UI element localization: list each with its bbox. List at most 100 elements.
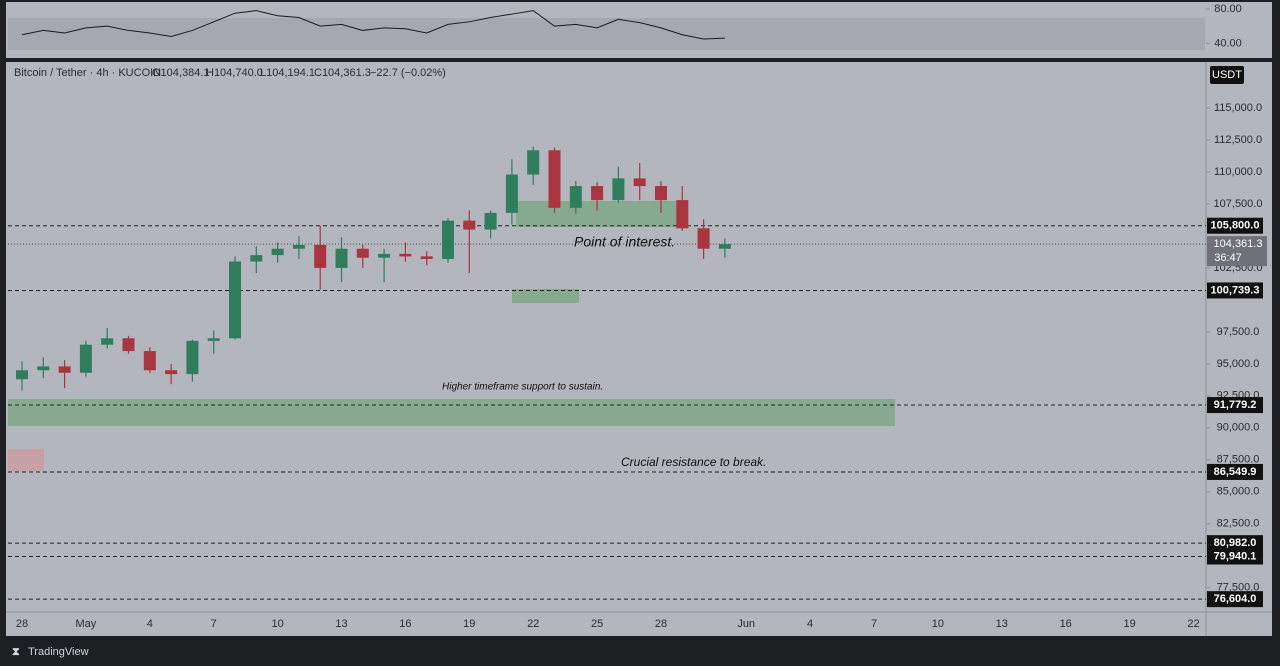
rsi-line (21, 10, 725, 40)
currency: USDT (1212, 69, 1242, 81)
x-tick-label: 28 (16, 618, 28, 630)
y-tick-label: 95,000.0 (1217, 358, 1260, 370)
x-tick-label: 22 (527, 618, 539, 630)
candle-body (58, 366, 71, 373)
candle-body (697, 228, 710, 249)
zone (8, 449, 44, 471)
annotation: Higher timeframe support to sustain. (442, 382, 603, 393)
y-tick-label: 115,000.0 (1214, 102, 1262, 114)
x-tick-label: 13 (996, 618, 1008, 630)
symbol: Bitcoin / Tether · 4h · KUCOIN (14, 67, 161, 79)
x-tick-label: May (76, 618, 97, 630)
x-tick-label: Jun (737, 618, 755, 630)
brand-logo: ⧗ (12, 646, 20, 658)
ohlc: C104,361.3 (314, 67, 371, 79)
rsi-band (8, 18, 1205, 50)
level-label: 105,800.0 (1211, 220, 1260, 232)
level-box (1207, 548, 1263, 565)
rsi-tick-label: 40.00 (1214, 37, 1242, 49)
candle-body (676, 200, 689, 229)
candle-body (335, 248, 348, 268)
level-box (1207, 397, 1263, 414)
candle-body (356, 248, 369, 258)
candle-body (165, 370, 178, 375)
candle-body (399, 253, 412, 257)
candle-body (612, 178, 625, 201)
x-tick-label: 22 (1187, 618, 1199, 630)
annotation: Crucial resistance to break. (621, 455, 766, 469)
candle-body (527, 150, 540, 175)
candle-body (633, 178, 646, 187)
candle-body (569, 186, 582, 208)
y-tick-label: 87,500.0 (1217, 454, 1260, 466)
candle-body (314, 244, 327, 268)
plot: 115,000.0112,500.0110,000.0107,500.0102,… (8, 3, 1267, 630)
zone (516, 201, 682, 227)
x-tick-label: 19 (463, 618, 475, 630)
x-tick-label: 4 (147, 618, 153, 630)
level-label: 79,940.1 (1214, 550, 1257, 562)
y-tick-label: 107,500.0 (1214, 198, 1263, 210)
candle-body (292, 244, 305, 249)
level-box (1207, 591, 1263, 608)
level-box (1207, 535, 1263, 552)
candle-body (79, 344, 92, 373)
ohlc: H104,740.0 (206, 67, 263, 79)
candle-body (250, 255, 263, 262)
y-tick-label: 77,500.0 (1217, 582, 1260, 594)
candle-body (122, 338, 135, 352)
y-tick-label: 97,500.0 (1217, 326, 1260, 338)
candle-body (655, 186, 667, 201)
candle-body (718, 244, 731, 249)
candle-body (442, 220, 454, 259)
x-tick-label: 4 (807, 618, 813, 630)
x-tick-label: 10 (271, 618, 283, 630)
candle-body (16, 370, 28, 380)
candle-body (186, 340, 199, 375)
x-tick-label: 28 (655, 618, 667, 630)
candle-body (37, 366, 50, 371)
last-price-box (1207, 236, 1267, 267)
y-tick-label: 110,000.0 (1214, 166, 1262, 178)
level-label: 76,604.0 (1214, 593, 1257, 605)
x-tick-label: 10 (932, 618, 944, 630)
candle-body (271, 248, 284, 256)
brand: TradingView (28, 646, 89, 658)
last-price-label: 104,361.3 (1214, 238, 1263, 250)
level-label: 100,739.3 (1211, 284, 1260, 296)
candle-body (143, 351, 156, 371)
level-label: 80,982.0 (1214, 537, 1257, 549)
level-box (1207, 217, 1263, 234)
y-tick-label: 112,500.0 (1214, 134, 1262, 146)
candle-body (505, 174, 518, 213)
countdown: 36:47 (1214, 252, 1242, 264)
candle-body (378, 253, 391, 258)
y-tick-label: 90,000.0 (1217, 422, 1260, 434)
annotation: Point of interest. (574, 234, 675, 250)
candle-body (484, 212, 497, 230)
ohlc: O104,384.1 (152, 67, 210, 79)
x-tick-label: 16 (1060, 618, 1072, 630)
candle-body (463, 220, 476, 230)
main-pane (6, 62, 1272, 636)
candle-body (548, 150, 561, 208)
ohlc: L104,194.1 (260, 67, 315, 79)
x-tick-label: 25 (591, 618, 603, 630)
level-box (1207, 463, 1263, 480)
candle-body (207, 338, 220, 341)
candle-body (420, 256, 433, 259)
candle-body (591, 186, 604, 201)
candle-body (229, 261, 241, 339)
candle-body (101, 338, 114, 345)
x-tick-label: 16 (399, 618, 411, 630)
level-label: 86,549.9 (1214, 466, 1257, 478)
y-tick-label: 82,500.0 (1217, 518, 1260, 530)
level-label: 91,779.2 (1214, 399, 1257, 411)
level-box (1207, 282, 1263, 299)
rsi-tick-label: 80.00 (1214, 3, 1242, 15)
x-tick-label: 7 (211, 618, 217, 630)
x-tick-label: 19 (1123, 618, 1135, 630)
zone (512, 289, 579, 303)
